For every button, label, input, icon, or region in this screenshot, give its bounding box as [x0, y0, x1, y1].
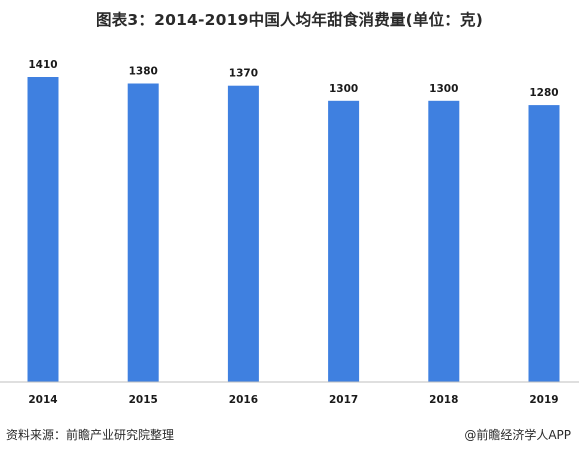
source-note: 资料来源：前瞻产业研究院整理: [6, 428, 175, 442]
bar-2014: [27, 77, 59, 382]
tick-labels-layer: 2014 2015 2016 2017 2018 2019: [28, 394, 558, 406]
bar-2018: [428, 100, 460, 383]
value-label-2017: 1300: [329, 83, 358, 95]
value-label-2016: 1370: [229, 68, 258, 80]
value-label-2015: 1380: [129, 66, 158, 78]
x-tick-label-2016: 2016: [229, 394, 258, 406]
value-labels-layer: 1410 1380 1370 1300 1300 1280: [28, 59, 558, 99]
value-label-2019: 1280: [529, 87, 558, 99]
value-label-2014: 1410: [28, 59, 57, 71]
x-tick-label-2019: 2019: [529, 394, 558, 406]
bar-2016: [227, 85, 259, 382]
bars-layer: [27, 77, 560, 383]
bar-2019: [528, 105, 560, 382]
x-tick-label-2014: 2014: [28, 394, 57, 406]
value-label-2018: 1300: [429, 83, 458, 95]
brand-credit: @前瞻经济学人APP: [464, 428, 571, 442]
x-tick-label-2015: 2015: [129, 394, 158, 406]
x-tick-label-2018: 2018: [429, 394, 458, 406]
chart-title: 图表3：2014-2019中国人均年甜食消费量(单位：克): [96, 11, 483, 29]
bar-2015: [127, 83, 159, 382]
x-tick-label-2017: 2017: [329, 394, 358, 406]
bar-2017: [328, 100, 360, 383]
